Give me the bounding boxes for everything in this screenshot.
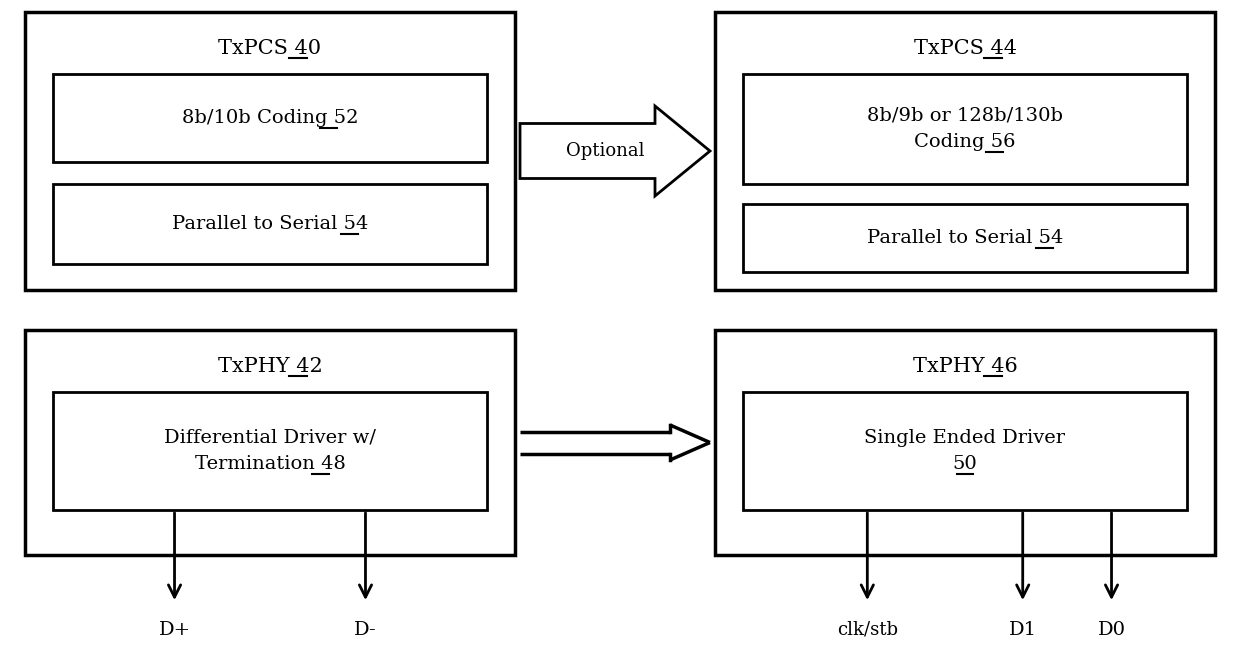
Text: D-: D- [355, 621, 377, 639]
Bar [743, 204, 1187, 272]
Bar [25, 12, 515, 290]
Text: 50: 50 [952, 455, 977, 473]
Text: Optional: Optional [565, 142, 645, 160]
Bar [53, 392, 487, 510]
Bar [53, 184, 487, 264]
Text: 8b/10b Coding 52: 8b/10b Coding 52 [182, 109, 358, 127]
Text: TxPHY 42: TxPHY 42 [218, 356, 322, 375]
Text: Single Ended Driver: Single Ended Driver [864, 429, 1065, 447]
Text: Coding 56: Coding 56 [914, 133, 1016, 151]
Text: TxPCS 40: TxPCS 40 [218, 38, 321, 58]
Text: D0: D0 [1097, 621, 1126, 639]
Text: TxPHY 46: TxPHY 46 [913, 356, 1017, 375]
Bar [715, 330, 1215, 555]
Text: 8b/9b or 128b/130b: 8b/9b or 128b/130b [867, 107, 1063, 125]
Text: clk/stb: clk/stb [837, 621, 898, 639]
Bar [53, 74, 487, 162]
Text: D1: D1 [1008, 621, 1037, 639]
Text: Termination 48: Termination 48 [195, 455, 346, 473]
Text: Differential Driver w/: Differential Driver w/ [164, 429, 376, 447]
Text: Parallel to Serial 54: Parallel to Serial 54 [867, 229, 1063, 247]
Text: D+: D+ [159, 621, 191, 639]
Bar [715, 12, 1215, 290]
Bar [743, 74, 1187, 184]
Bar [25, 330, 515, 555]
Text: Parallel to Serial 54: Parallel to Serial 54 [172, 215, 368, 233]
Text: TxPCS 44: TxPCS 44 [914, 38, 1017, 58]
Bar [743, 392, 1187, 510]
Polygon shape [520, 106, 711, 196]
